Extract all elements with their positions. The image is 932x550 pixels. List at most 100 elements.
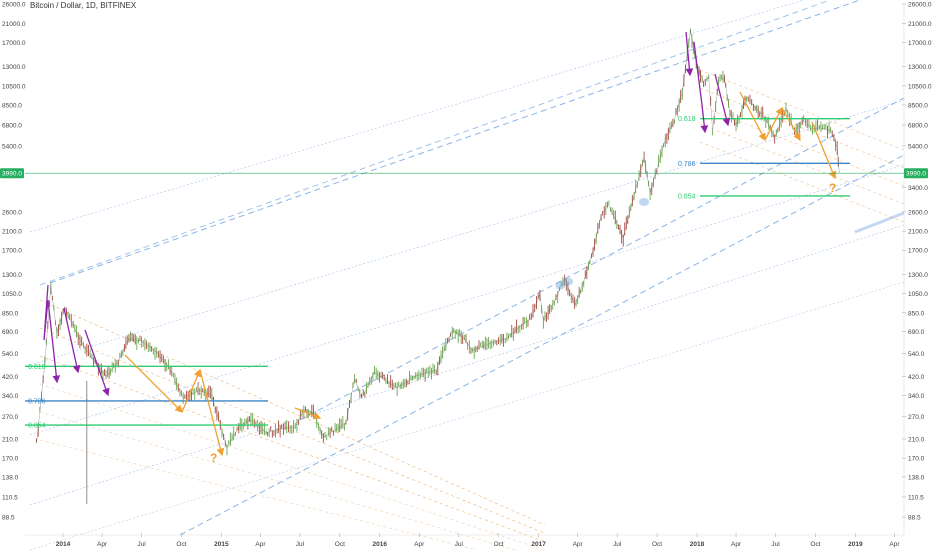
x-tick-label: Apr <box>889 541 900 548</box>
y-tick-label-right: 340.0 <box>908 393 925 400</box>
price-series <box>36 28 840 505</box>
x-tick-label: Oct <box>176 541 186 548</box>
x-tick-label: Oct <box>335 541 345 548</box>
wave-arrows: ?? <box>43 31 837 465</box>
wave-arrow <box>739 91 766 142</box>
wave-arrow <box>124 354 183 413</box>
fib-label-right: 0.786 <box>678 161 696 168</box>
y-tick-label-left: 138.0 <box>2 474 19 481</box>
channel-highlight-band <box>854 211 905 234</box>
y-tick-label-right: 17000.0 <box>908 40 932 47</box>
question-mark: ? <box>210 451 217 465</box>
current-price-tag-left: 3990.0 <box>2 171 22 178</box>
x-tick-label: Jul <box>613 541 622 548</box>
y-tick-label-right: 6800.0 <box>908 123 928 130</box>
x-tick-label: Oct <box>652 541 662 548</box>
y-tick-label-left: 340.0 <box>2 393 19 400</box>
y-tick-label-right: 1700.0 <box>908 248 928 255</box>
current-price-tag-right: 3990.0 <box>906 171 926 178</box>
wave-arrow <box>199 369 225 457</box>
x-tick-label: Jul <box>137 541 146 548</box>
wave-arrow <box>714 73 731 127</box>
wave-arrow <box>685 31 694 77</box>
y-tick-label-left: 88.5 <box>2 515 15 522</box>
x-tick-label: Oct <box>810 541 820 548</box>
channel-line-blue-main <box>299 97 905 421</box>
channel-line-orange <box>39 327 546 534</box>
y-tick-label-left: 5400.0 <box>2 143 22 150</box>
channel-line-orange <box>39 411 517 550</box>
y-tick-label-left: 110.5 <box>2 494 18 501</box>
y-tick-label-left: 13000.0 <box>2 64 26 71</box>
channel-line-orange <box>699 87 905 169</box>
wave-arrow <box>84 329 110 397</box>
y-tick-label-right: 8500.0 <box>908 102 928 109</box>
fib-label-right: 0.854 <box>678 193 696 200</box>
y-tick-label-left: 210.0 <box>2 436 19 443</box>
y-tick-label-right: 1050.0 <box>908 291 928 298</box>
y-tick-label-right: 850.0 <box>908 310 925 317</box>
question-mark: ? <box>829 181 836 195</box>
channel-line-blue <box>29 0 805 233</box>
x-tick-label: Apr <box>97 541 108 548</box>
channel-line-blue-main <box>179 154 905 536</box>
y-tick-label-left: 1700.0 <box>2 248 22 255</box>
current-price-tag-left-bg <box>0 168 24 179</box>
y-tick-label-left: 8500.0 <box>2 102 22 109</box>
y-tick-label-right: 270.0 <box>908 414 925 421</box>
x-tick-label: 2017 <box>531 541 546 548</box>
wave-arrow <box>811 121 837 180</box>
y-tick-label-right: 138.0 <box>908 474 925 481</box>
highlight-marker <box>555 281 566 290</box>
x-tick-label: Apr <box>255 541 266 548</box>
wave-arrow <box>781 107 801 142</box>
y-tick-label-right: 21000.0 <box>908 21 932 28</box>
channel-line-blue <box>29 164 905 436</box>
y-tick-label-right: 88.5 <box>908 515 921 522</box>
y-tick-label-right: 26000.0 <box>908 2 932 9</box>
highlight-marker <box>639 198 650 207</box>
x-tick-label: Jul <box>455 541 464 548</box>
wave-arrow <box>693 41 709 134</box>
y-tick-label-right: 1300.0 <box>908 272 928 279</box>
fibonacci-levels: 0.618 0.786 0.854 0.618 0.786 0.854 <box>25 116 850 430</box>
channel-line-orange <box>39 299 546 526</box>
x-tick-label: Apr <box>414 541 425 548</box>
x-tick-label: Apr <box>731 541 742 548</box>
chart-title: Bitcoin / Dollar, 1D, BITFINEX <box>30 1 137 10</box>
wave-arrow <box>294 407 322 420</box>
x-tick-label: 2018 <box>690 541 705 548</box>
y-tick-label-right: 540.0 <box>908 351 925 358</box>
channel-line-blue <box>29 99 905 366</box>
wave-arrow <box>63 307 81 374</box>
x-tick-label: Jul <box>771 541 780 548</box>
y-tick-label-right: 2600.0 <box>908 209 928 216</box>
x-tick-label: 2019 <box>848 541 863 548</box>
channel-line-orange <box>699 69 905 151</box>
y-tick-label-left: 540.0 <box>2 351 19 358</box>
y-tick-label-right: 10500.0 <box>908 83 932 90</box>
wave-arrow <box>181 368 202 413</box>
y-tick-label-right: 170.0 <box>908 456 925 463</box>
y-tick-label-left: 6800.0 <box>2 123 22 130</box>
x-tick-label: Oct <box>494 541 504 548</box>
x-tick-label: Jul <box>296 541 305 548</box>
y-tick-label-left: 1300.0 <box>2 272 22 279</box>
fib-label-right: 0.618 <box>678 116 696 123</box>
y-tick-label-left: 21000.0 <box>2 21 26 28</box>
y-tick-label-right: 210.0 <box>908 436 925 443</box>
channel-line-blue <box>29 224 905 506</box>
x-tick-label: 2014 <box>56 541 71 548</box>
y-tick-label-left: 420.0 <box>2 374 19 381</box>
x-tick-label: 2016 <box>373 541 388 548</box>
channel-line-orange <box>699 141 905 223</box>
y-tick-label-left: 26000.0 <box>2 2 26 9</box>
fib-label-left: 0.618 <box>28 364 46 371</box>
y-tick-label-right: 5400.0 <box>908 143 928 150</box>
y-tick-label-left: 10500.0 <box>2 83 26 90</box>
x-tick-label: 2015 <box>214 541 229 548</box>
highlight-marker <box>563 277 574 286</box>
y-tick-label-left: 2100.0 <box>2 229 22 236</box>
